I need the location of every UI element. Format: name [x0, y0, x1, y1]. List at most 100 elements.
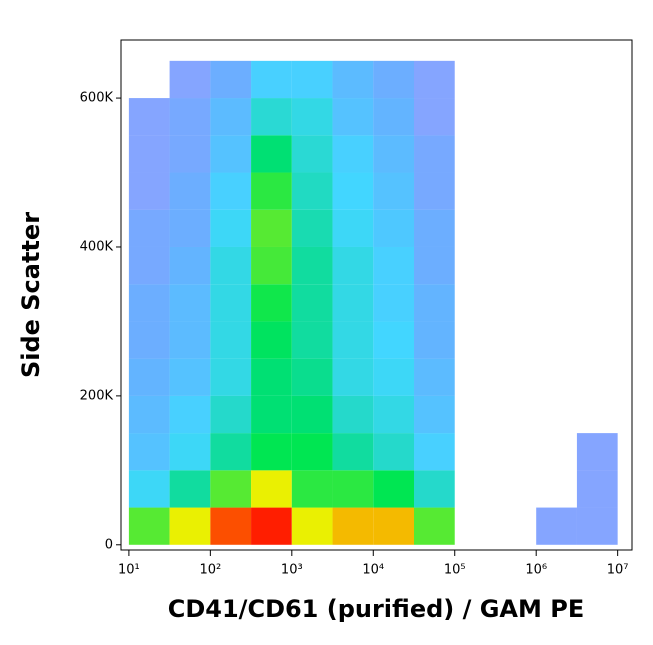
- x-tick-label: 10⁴: [362, 563, 384, 578]
- density-cell: [169, 507, 211, 545]
- density-cell: [251, 433, 292, 471]
- y-tick-label: 0: [105, 537, 113, 552]
- density-cell: [577, 135, 618, 172]
- x-tick-label: 10²: [199, 563, 221, 578]
- density-cell: [577, 396, 618, 433]
- density-cell: [291, 358, 333, 396]
- density-cell: [495, 210, 536, 247]
- density-cell: [536, 173, 577, 210]
- density-cell: [577, 98, 618, 135]
- density-cell: [128, 172, 170, 210]
- density-cell: [577, 247, 618, 284]
- y-tick-label: 200K: [80, 388, 114, 403]
- density-cell: [210, 321, 252, 359]
- density-cell: [373, 246, 415, 285]
- density-cell: [495, 470, 536, 507]
- density-cell: [169, 135, 211, 173]
- density-cell: [495, 284, 536, 321]
- density-cell: [536, 396, 577, 433]
- density-cell: [373, 209, 415, 247]
- density-cell: [536, 61, 577, 98]
- density-cell: [414, 172, 455, 210]
- density-cell: [373, 433, 415, 471]
- density-cell: [455, 210, 496, 247]
- density-cell: [536, 470, 577, 507]
- density-cell: [251, 246, 292, 285]
- density-cell: [332, 358, 374, 396]
- density-cell: [455, 321, 496, 358]
- density-cell: [332, 98, 374, 136]
- density-cell: [414, 98, 455, 136]
- density-cell: [332, 284, 374, 322]
- density-cell: [414, 507, 455, 545]
- density-cell: [332, 172, 374, 210]
- density-cell: [455, 173, 496, 210]
- density-cell: [251, 172, 292, 210]
- density-cell: [128, 246, 170, 285]
- density-cell: [251, 60, 292, 99]
- density-cell: [414, 321, 455, 359]
- density-cell: [373, 98, 415, 136]
- density-cell: [169, 433, 211, 471]
- density-cell: [577, 284, 618, 321]
- density-cell: [576, 507, 618, 545]
- density-cell: [577, 173, 618, 210]
- density-cell: [169, 321, 211, 359]
- density-cell: [251, 321, 292, 359]
- density-cell: [129, 61, 170, 98]
- density-cell: [251, 209, 292, 247]
- density-cell: [332, 135, 374, 173]
- density-cell: [577, 321, 618, 358]
- density-cell: [169, 98, 211, 136]
- density-cell: [455, 470, 496, 507]
- density-cell: [210, 470, 252, 508]
- density-cell: [210, 60, 252, 99]
- density-cell: [210, 433, 252, 471]
- density-cell: [291, 135, 333, 173]
- density-cell: [169, 246, 211, 285]
- density-cell: [251, 284, 292, 322]
- density-cell: [495, 359, 536, 396]
- density-cell: [455, 396, 496, 433]
- density-cell: [128, 395, 170, 434]
- density-cell: [169, 209, 211, 247]
- density-cell: [169, 284, 211, 322]
- density-cell: [455, 359, 496, 396]
- density-cell: [251, 470, 292, 508]
- density-cell: [210, 395, 252, 434]
- density-cell: [536, 98, 577, 135]
- density-cell: [577, 359, 618, 396]
- density-cell: [128, 470, 170, 508]
- density-cell: [373, 135, 415, 173]
- density-cell: [455, 98, 496, 135]
- density-cell: [332, 470, 374, 508]
- density-cell: [373, 470, 415, 508]
- density-cell: [536, 507, 577, 545]
- density-cell: [414, 135, 455, 173]
- density-cell: [291, 209, 333, 247]
- density-cell: [455, 433, 496, 470]
- density-cell: [128, 98, 170, 136]
- y-axis-title: Side Scatter: [17, 212, 45, 378]
- density-cell: [128, 507, 170, 545]
- density-cell: [291, 507, 333, 545]
- density-cell: [414, 246, 455, 285]
- density-cell: [210, 246, 252, 285]
- density-cell: [251, 358, 292, 396]
- density-cell: [128, 358, 170, 396]
- density-cell: [414, 284, 455, 322]
- density-cell: [536, 210, 577, 247]
- density-cell: [536, 135, 577, 172]
- density-cell: [332, 60, 374, 99]
- density-cell: [414, 395, 455, 434]
- density-cell: [455, 508, 496, 545]
- x-tick-label: 10⁵: [444, 563, 466, 578]
- density-cell: [210, 507, 252, 545]
- density-cell: [455, 61, 496, 98]
- density-cell: [169, 172, 211, 210]
- density-cell: [251, 395, 292, 434]
- density-cell: [169, 470, 211, 508]
- density-cell: [210, 135, 252, 173]
- density-cell: [291, 395, 333, 434]
- density-cell: [536, 433, 577, 470]
